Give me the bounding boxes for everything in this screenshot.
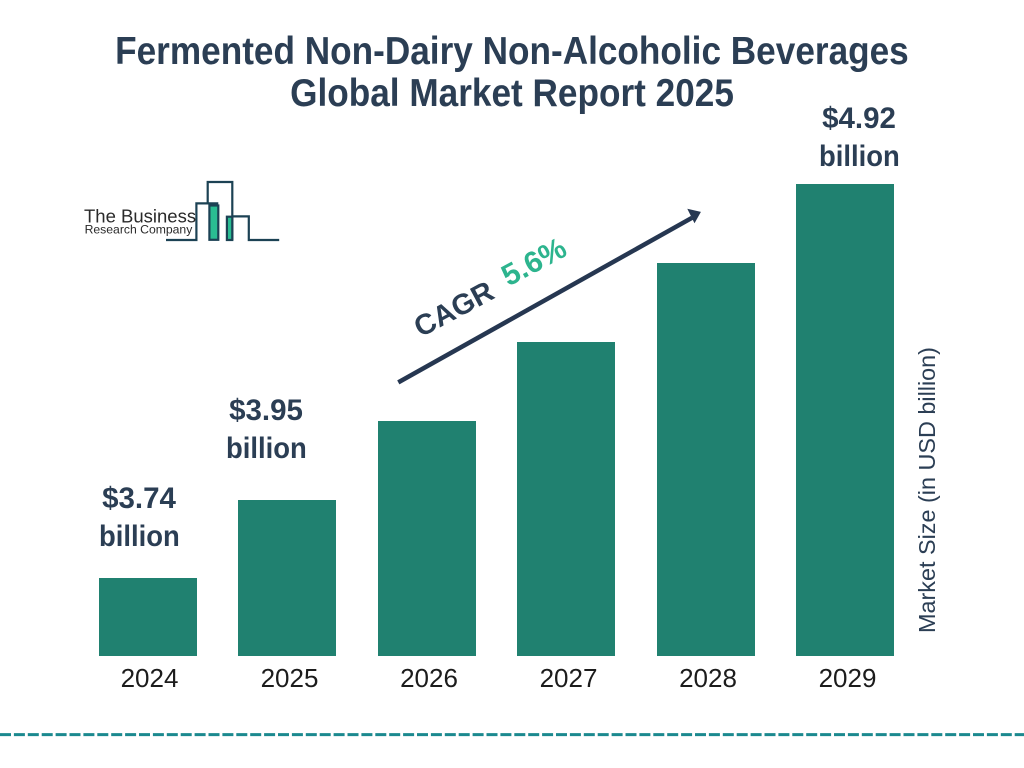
svg-text:Research Company: Research Company [85, 222, 194, 236]
svg-text:CAGR 5.6%: CAGR 5.6% [407, 232, 574, 344]
svg-text:The Business: The Business [84, 206, 196, 227]
